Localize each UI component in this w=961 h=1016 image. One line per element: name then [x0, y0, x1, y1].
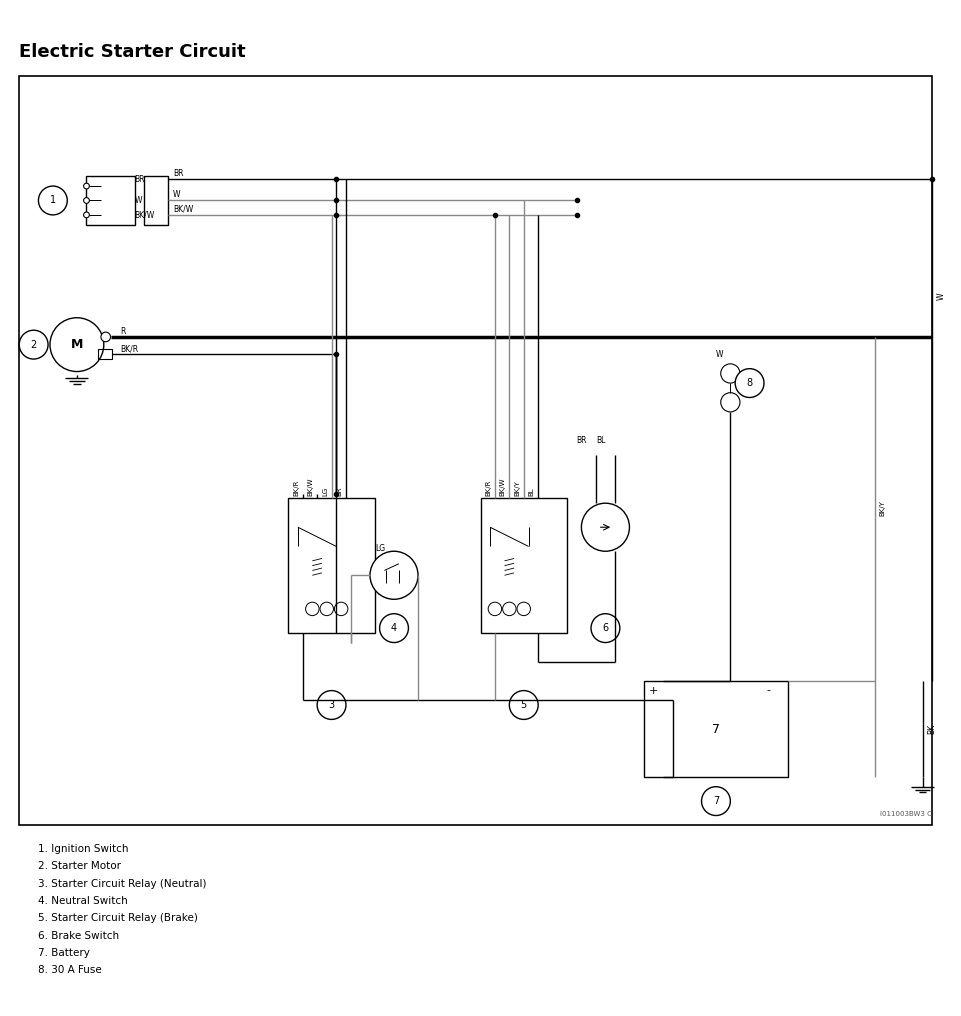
- Text: -: -: [767, 686, 771, 696]
- Circle shape: [101, 332, 111, 341]
- Text: BK/W: BK/W: [308, 478, 313, 497]
- Text: BL: BL: [596, 436, 605, 445]
- Text: 7: 7: [713, 797, 719, 806]
- Circle shape: [509, 691, 538, 719]
- Text: 3. Starter Circuit Relay (Neutral): 3. Starter Circuit Relay (Neutral): [38, 879, 207, 889]
- Text: 6. Brake Switch: 6. Brake Switch: [38, 931, 119, 941]
- Text: W: W: [937, 293, 946, 301]
- Bar: [288, 499, 375, 633]
- Text: BK/R: BK/R: [293, 481, 299, 497]
- Circle shape: [84, 212, 89, 217]
- Bar: [144, 177, 168, 225]
- Text: 5: 5: [521, 700, 527, 710]
- Text: BK/R: BK/R: [120, 345, 138, 354]
- Text: M: M: [71, 338, 83, 352]
- Text: BK/W: BK/W: [500, 478, 505, 497]
- Text: W: W: [716, 350, 724, 359]
- Text: BK/Y: BK/Y: [514, 481, 520, 497]
- Bar: [98, 350, 112, 359]
- Text: 8. 30 A Fuse: 8. 30 A Fuse: [38, 965, 102, 975]
- Text: BK/Y: BK/Y: [879, 500, 885, 516]
- Text: 2. Starter Motor: 2. Starter Motor: [38, 862, 121, 872]
- Circle shape: [370, 552, 418, 599]
- Text: I011003BW3 C: I011003BW3 C: [880, 811, 932, 817]
- Text: LG: LG: [322, 488, 328, 497]
- Bar: [480, 499, 567, 633]
- Text: BK/W: BK/W: [135, 210, 155, 219]
- Text: 7: 7: [712, 722, 720, 736]
- Circle shape: [721, 364, 740, 383]
- Circle shape: [735, 369, 764, 397]
- Text: 4: 4: [391, 623, 397, 633]
- Text: +: +: [649, 686, 658, 696]
- Text: BK/R: BK/R: [485, 481, 491, 497]
- Text: 1: 1: [50, 195, 56, 205]
- Text: BR: BR: [336, 487, 342, 497]
- Circle shape: [591, 614, 620, 642]
- Text: LG: LG: [375, 544, 385, 553]
- Circle shape: [19, 330, 48, 359]
- Circle shape: [50, 318, 104, 372]
- Text: 4. Neutral Switch: 4. Neutral Switch: [38, 896, 128, 906]
- Text: 5. Starter Circuit Relay (Brake): 5. Starter Circuit Relay (Brake): [38, 913, 198, 924]
- Circle shape: [84, 197, 89, 203]
- Text: R: R: [120, 327, 126, 335]
- Circle shape: [380, 614, 408, 642]
- Text: Electric Starter Circuit: Electric Starter Circuit: [19, 43, 246, 61]
- Circle shape: [702, 786, 730, 816]
- Circle shape: [84, 183, 89, 189]
- Bar: [86, 177, 135, 225]
- Text: 2: 2: [31, 339, 37, 350]
- Text: 1. Ignition Switch: 1. Ignition Switch: [38, 844, 129, 854]
- Circle shape: [721, 392, 740, 411]
- Text: BK/W: BK/W: [173, 204, 193, 213]
- Circle shape: [38, 186, 67, 215]
- Text: 8: 8: [747, 378, 752, 388]
- Text: BR: BR: [577, 436, 587, 445]
- Text: W: W: [135, 196, 142, 205]
- Text: W: W: [173, 190, 181, 199]
- Text: BK: BK: [927, 724, 936, 735]
- Text: BL: BL: [529, 488, 534, 497]
- Text: 3: 3: [329, 700, 334, 710]
- Circle shape: [317, 691, 346, 719]
- Text: 7. Battery: 7. Battery: [38, 948, 90, 958]
- Circle shape: [581, 503, 629, 552]
- Text: 6: 6: [603, 623, 608, 633]
- Text: BR: BR: [135, 175, 145, 184]
- Bar: [644, 681, 788, 777]
- Text: BR: BR: [173, 169, 184, 178]
